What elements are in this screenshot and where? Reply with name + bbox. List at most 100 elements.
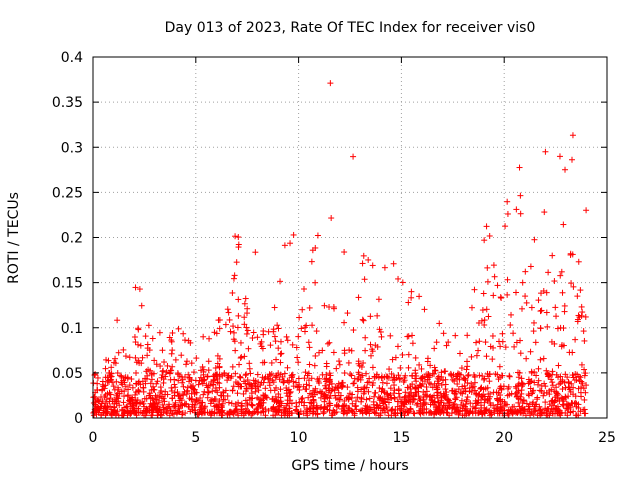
data-point xyxy=(306,382,313,389)
data-point xyxy=(243,330,250,337)
y-tick-label: 0 xyxy=(74,411,83,427)
data-point xyxy=(558,394,565,401)
data-point xyxy=(359,260,366,267)
data-point xyxy=(284,397,291,404)
data-point xyxy=(217,392,224,399)
data-point xyxy=(517,210,524,217)
data-point xyxy=(379,385,386,392)
data-point xyxy=(386,366,393,373)
data-point xyxy=(375,296,382,303)
y-tick-label: 0.25 xyxy=(52,185,83,201)
data-point xyxy=(434,375,441,382)
data-point xyxy=(126,382,133,389)
data-point xyxy=(483,306,490,313)
data-point xyxy=(409,340,416,347)
data-point xyxy=(355,358,362,365)
data-point xyxy=(435,399,442,406)
data-point xyxy=(246,360,253,367)
data-point xyxy=(273,356,280,363)
data-point xyxy=(235,296,242,303)
data-point xyxy=(423,393,430,400)
data-point xyxy=(582,370,589,377)
data-point xyxy=(562,384,569,391)
data-point xyxy=(535,365,542,372)
chart-title: Day 013 of 2023, Rate Of TEC Index for r… xyxy=(165,20,536,36)
data-point xyxy=(112,355,119,362)
data-point xyxy=(541,209,548,216)
data-point xyxy=(242,372,249,379)
data-point xyxy=(471,387,478,394)
data-point xyxy=(176,405,183,412)
data-point xyxy=(446,412,453,419)
data-point xyxy=(392,354,399,361)
data-point xyxy=(250,377,257,384)
data-point xyxy=(452,395,459,402)
data-point xyxy=(481,410,488,417)
data-point xyxy=(351,412,358,419)
data-point xyxy=(361,276,368,283)
data-point xyxy=(107,395,114,402)
data-point xyxy=(234,390,241,397)
data-point xyxy=(376,326,383,333)
data-point xyxy=(128,376,135,383)
data-point xyxy=(153,406,160,413)
data-point xyxy=(138,302,145,309)
data-point xyxy=(148,386,155,393)
data-point xyxy=(442,404,449,411)
data-point xyxy=(110,383,117,390)
data-point xyxy=(484,264,491,271)
data-point xyxy=(255,396,262,403)
data-point xyxy=(242,397,249,404)
data-point xyxy=(310,402,317,409)
data-point xyxy=(413,401,420,408)
data-point xyxy=(237,354,244,361)
data-point xyxy=(513,409,520,416)
data-point xyxy=(499,406,506,413)
x-tick-label: 20 xyxy=(495,430,513,446)
data-point xyxy=(293,403,300,410)
data-point xyxy=(525,380,532,387)
data-point xyxy=(120,399,127,406)
data-point xyxy=(283,387,290,394)
data-point xyxy=(228,400,235,407)
data-point xyxy=(236,373,243,380)
data-point xyxy=(482,407,489,414)
data-point xyxy=(369,364,376,371)
data-point xyxy=(109,398,116,405)
data-point xyxy=(277,359,284,366)
data-point xyxy=(463,405,470,412)
data-point xyxy=(161,359,168,366)
data-point xyxy=(567,251,574,258)
data-point xyxy=(198,378,205,385)
data-point xyxy=(341,402,348,409)
data-point xyxy=(123,403,130,410)
data-point xyxy=(397,364,404,371)
data-point xyxy=(290,378,297,385)
data-point xyxy=(412,354,419,361)
data-point xyxy=(354,376,361,383)
data-point xyxy=(150,406,157,413)
data-point xyxy=(134,341,141,348)
data-point xyxy=(242,295,249,302)
data-point xyxy=(262,374,269,381)
data-point xyxy=(575,312,582,319)
data-point xyxy=(241,353,248,360)
data-point xyxy=(124,407,131,414)
data-point xyxy=(442,386,449,393)
data-point xyxy=(278,409,285,416)
data-point xyxy=(405,409,412,416)
data-point xyxy=(345,394,352,401)
data-point xyxy=(352,398,359,405)
data-point xyxy=(299,395,306,402)
data-point xyxy=(387,332,394,339)
data-point xyxy=(407,386,414,393)
data-point xyxy=(441,368,448,375)
data-point xyxy=(145,322,152,329)
data-point xyxy=(519,279,526,286)
data-point xyxy=(480,376,487,383)
data-point xyxy=(482,339,489,346)
data-point xyxy=(314,410,321,417)
data-point xyxy=(578,303,585,310)
data-point xyxy=(259,359,266,366)
data-point xyxy=(149,403,156,410)
